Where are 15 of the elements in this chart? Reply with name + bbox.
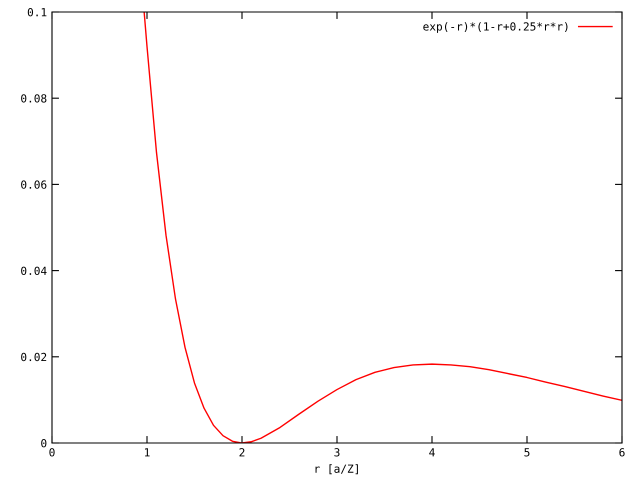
x-tick-label: 1 [144,448,150,456]
y-tick-label: 0.08 [21,94,46,103]
y-tick-label: 0.02 [21,352,46,362]
y-tick-label: 0.1 [28,8,46,16]
y-tick-label: 0.04 [21,266,47,276]
legend-label: exp(-r)*(1-r+0.25*r*r) [423,22,568,33]
x-tick-label: 3 [334,448,340,457]
x-tick-label: 4 [429,448,435,456]
x-tick-label: 5 [524,448,530,457]
x-tick-label: 0 [49,448,55,457]
y-tick-label: 0 [41,439,46,448]
x-axis-title: r [a/Z] [316,464,358,474]
x-tick-label: 6 [619,448,625,457]
x-tick-label: 2 [239,448,244,456]
y-tick-label: 0.06 [21,180,46,189]
